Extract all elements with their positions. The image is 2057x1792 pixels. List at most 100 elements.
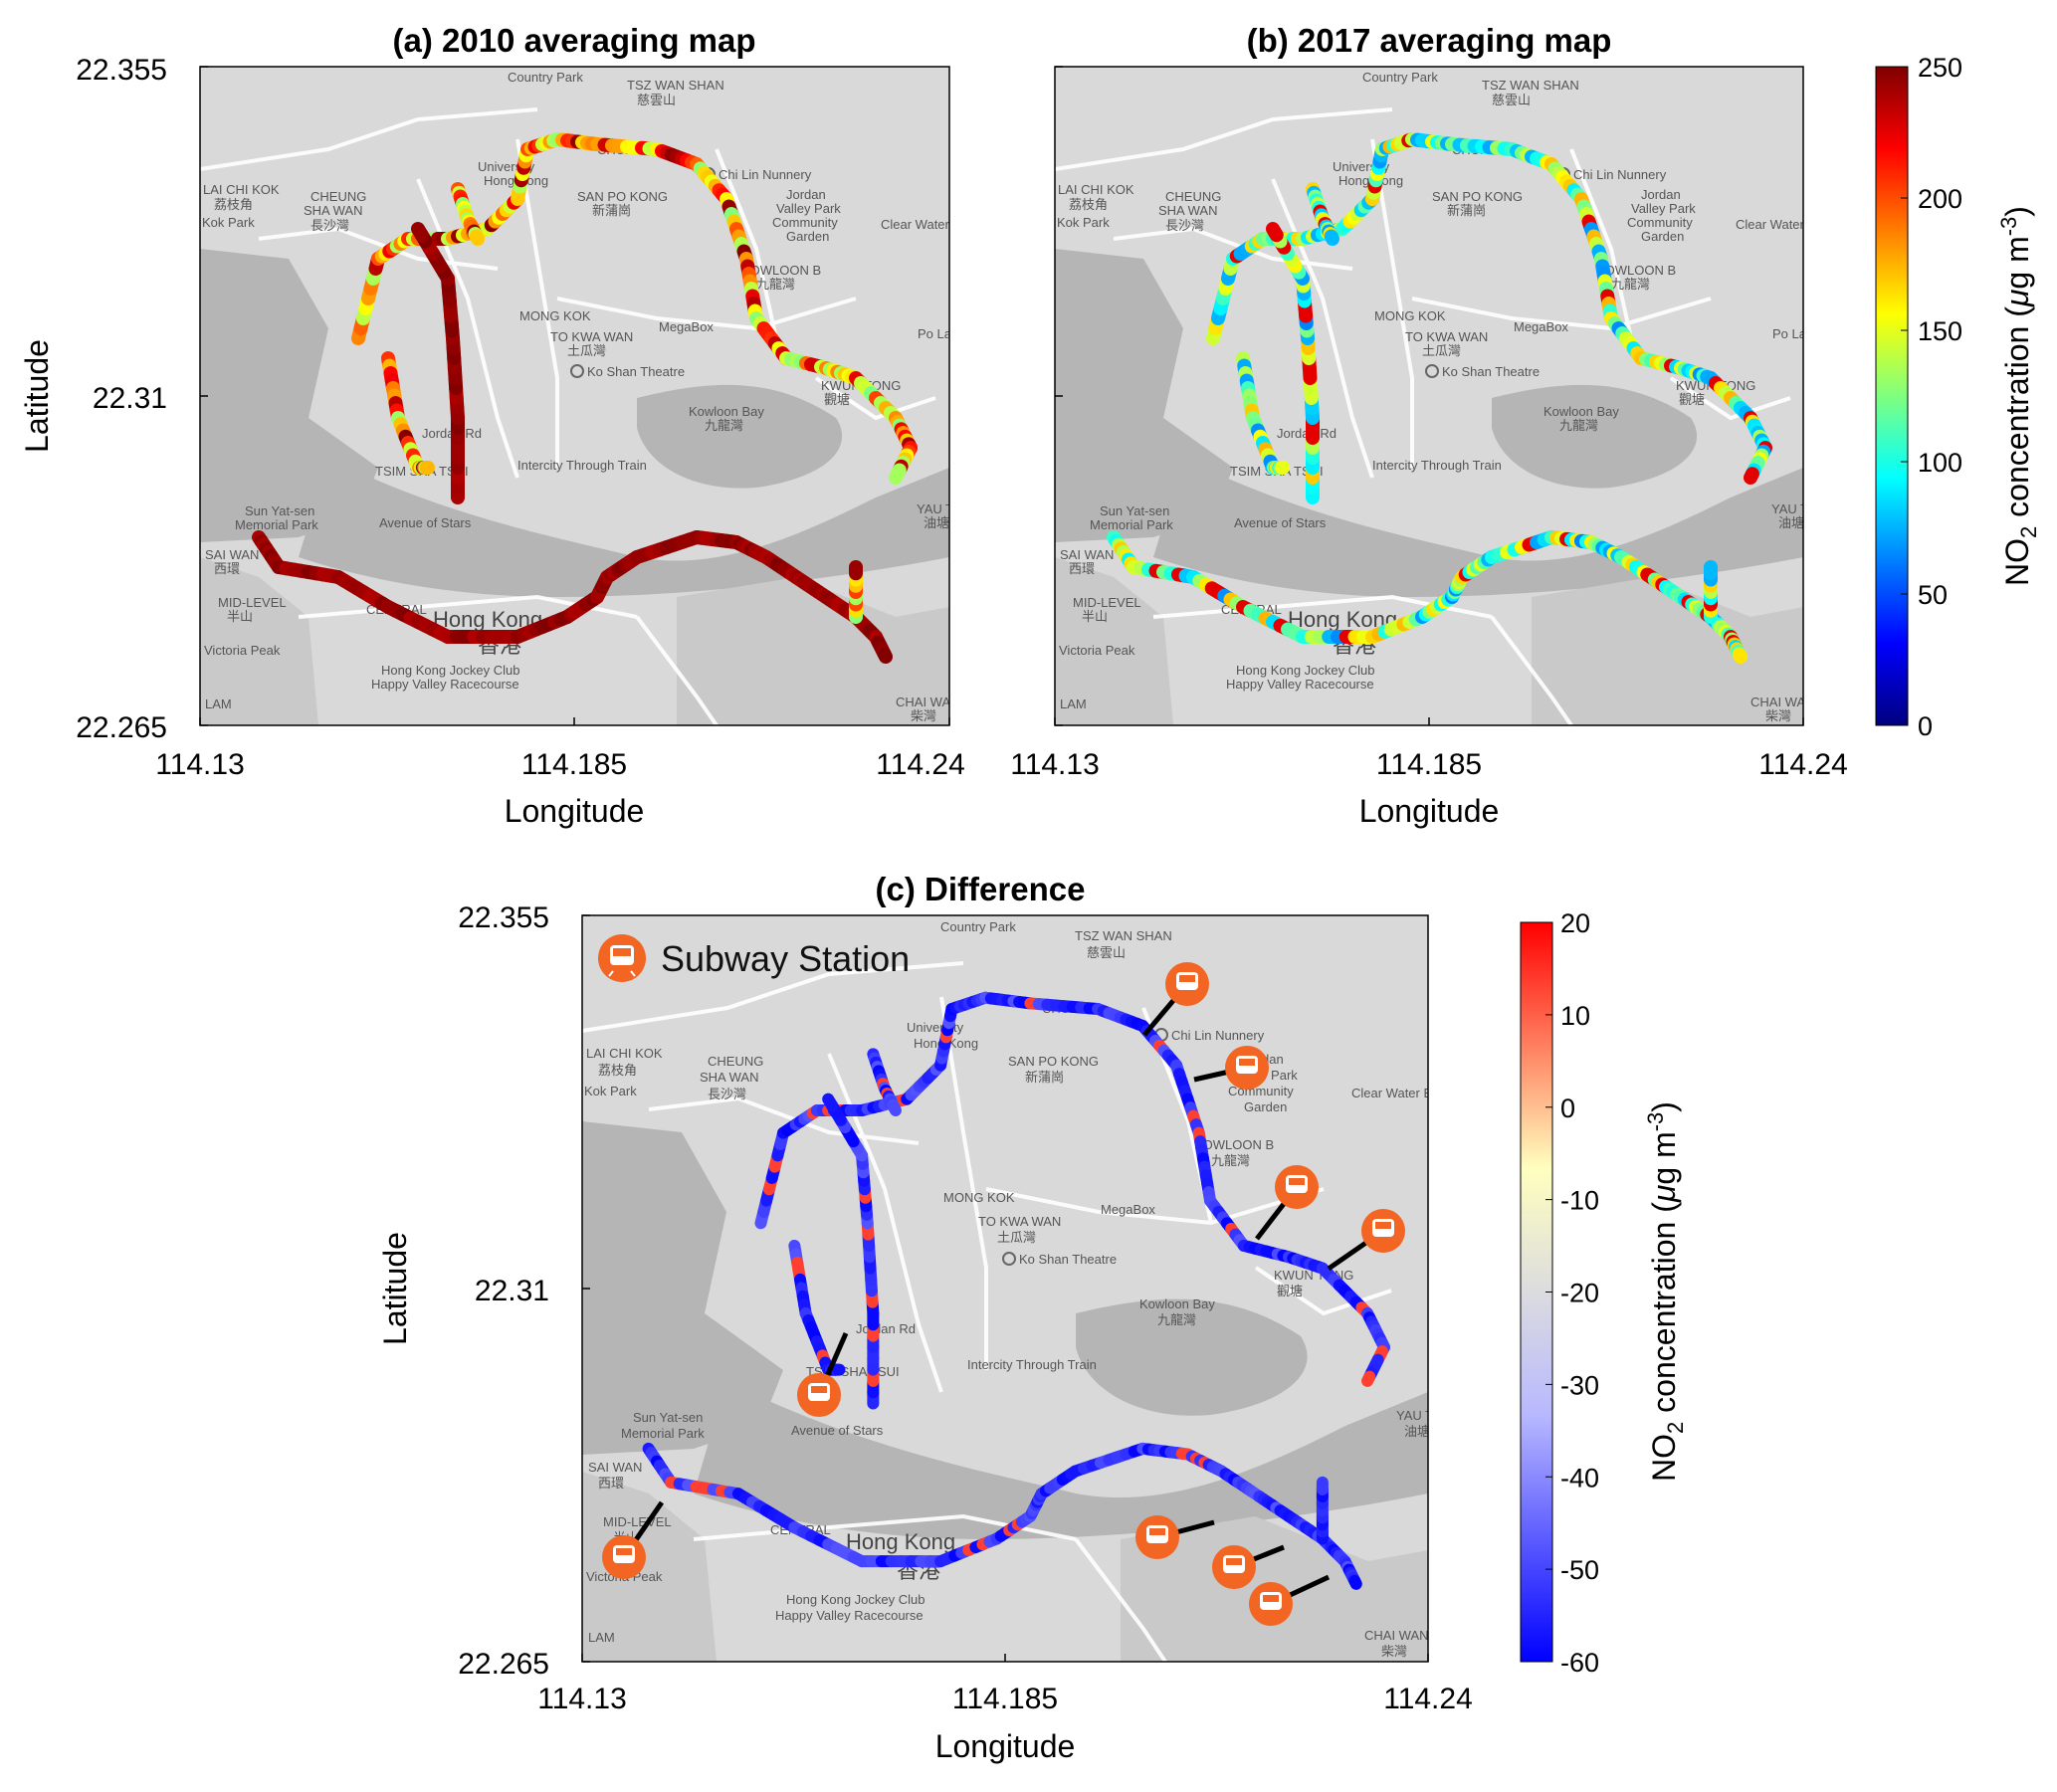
route-segment-343: [1348, 1574, 1362, 1590]
place-intercity: Intercity Through Train: [967, 1357, 1097, 1372]
panel-b: (b) 2017 averaging map Country Park TSZ …: [1010, 22, 1848, 829]
train-window: [1179, 975, 1195, 982]
place-yau-tong-cn: 油塘: [924, 515, 949, 530]
place-sun-yat-sen: Sun Yat-sen: [245, 503, 314, 518]
place-chai-wan-cn: 柴灣: [1381, 1644, 1407, 1659]
place-yau-tong-cn: 油塘: [1778, 515, 1804, 530]
place-mong-kok: MONG KOK: [1374, 308, 1446, 323]
legend-label: Subway Station: [661, 938, 910, 979]
place-lam: LAM: [205, 697, 232, 711]
place-ko-shan: Ko Shan Theatre: [1442, 364, 1540, 379]
colorbar-diff-tick-4: -20: [1560, 1279, 1599, 1308]
place-lai-chi-kok: LAI CHI KOK: [1058, 182, 1134, 197]
place-lai-chi-kok: LAI CHI KOK: [203, 182, 280, 197]
place-hk-jockey: Hong Kong Jockey Club: [1236, 663, 1374, 678]
place-kowloon-bay-w-cn: 九龍灣: [1559, 418, 1598, 433]
place-kowloon-bay: KOWLOON B: [741, 263, 821, 278]
place-avenue-stars: Avenue of Stars: [791, 1423, 884, 1438]
place-jordan: Jordan: [786, 187, 826, 202]
panel-c-xlabel: Longitude: [935, 1728, 1076, 1764]
place-lai-chi-kok-cn: 荔枝角: [1069, 197, 1108, 212]
place-kwun-tong-cn: 觀塘: [1679, 392, 1705, 407]
place-jordan-rd: Jordan Rd: [856, 1321, 916, 1336]
place-megabox: MegaBox: [1101, 1202, 1155, 1217]
route-segment-367: [888, 1101, 902, 1116]
colorbar-diff-ticks: 20 10 0 -10 -20 -30 -40 -50 -60: [1545, 908, 1599, 1678]
place-victoria-peak: Victoria Peak: [204, 643, 281, 658]
hk-island-west: [1055, 557, 1173, 725]
place-mong-kok: MONG KOK: [519, 308, 591, 323]
panel-a-title: (a) 2010 averaging map: [393, 22, 756, 59]
place-po-lam: Po La: [1772, 326, 1807, 341]
place-kowloon-bay-w: Kowloon Bay: [1543, 404, 1619, 419]
place-tsz-wan-shan-cn: 慈雲山: [1492, 93, 1531, 107]
subway-stations: [602, 962, 1405, 1626]
place-to-kwa-wan: TO KWA WAN: [550, 329, 633, 344]
place-happy-valley: Happy Valley Racecourse: [775, 1608, 924, 1623]
place-yau-tong: YAU TONG: [917, 501, 982, 516]
panel-a-xtick-1: 114.185: [521, 748, 627, 781]
place-garden: Garden: [1641, 229, 1684, 244]
place-clear-water: Clear Water B: [881, 217, 961, 232]
route-segment-151: [1361, 1370, 1376, 1387]
place-country-park: Country Park: [940, 919, 1016, 934]
place-mid-level-cn: 半山: [1082, 609, 1108, 624]
place-community: Community: [1627, 215, 1693, 230]
place-po-lam: Po La: [918, 326, 952, 341]
place-san-po-kong-cn: 新蒲崗: [592, 203, 631, 218]
place-chai-wan-cn: 柴灣: [911, 708, 936, 723]
place-chai-wan-cn: 柴灣: [1765, 708, 1791, 723]
place-chai-wan: CHAI WAN: [896, 695, 960, 709]
panel-b-xtick-2: 114.24: [1758, 748, 1848, 781]
panel-c-ytick-1: 22.31: [475, 1275, 549, 1307]
place-chai-wan: CHAI WAN: [1750, 695, 1815, 709]
place-sha-wan: SHA WAN: [304, 203, 362, 218]
place-cheung-sha-wan-cn: 長沙灣: [310, 218, 349, 233]
place-kowloon-bay: KOWLOON B: [1596, 263, 1676, 278]
panel-c-xtick-0: 114.13: [537, 1683, 627, 1715]
place-happy-valley: Happy Valley Racecourse: [1226, 677, 1374, 692]
panel-a-ytick-1: 22.31: [93, 382, 167, 415]
place-victoria-peak: Victoria Peak: [1059, 643, 1135, 658]
place-country-park: Country Park: [1362, 70, 1438, 85]
place-happy-valley: Happy Valley Racecourse: [371, 677, 519, 692]
panel-c-xtick-2: 114.24: [1383, 1683, 1473, 1715]
place-kowloon-bay-w-cn: 九龍灣: [1157, 1312, 1196, 1327]
colorbar-diff-label: NO2 concentration (μg m-3): [1643, 1101, 1688, 1482]
colorbar-top-tick-2: 150: [1918, 316, 1962, 346]
train-window: [613, 948, 631, 956]
place-to-kwa-wan-cn: 土瓜灣: [1422, 343, 1461, 358]
panel-a: (a) 2010 averaging map Country Park TSZ …: [19, 22, 982, 829]
place-chi-lin: Chi Lin Nunnery: [719, 167, 812, 182]
kowloon-bay-water: [1076, 1298, 1308, 1416]
colorbar-diff-tick-2: 0: [1560, 1094, 1575, 1123]
place-kowloon-bay-cn: 九龍灣: [1611, 277, 1650, 292]
panel-b-xtick-1: 114.185: [1376, 748, 1482, 781]
place-sun-yat-sen: Sun Yat-sen: [633, 1410, 703, 1425]
place-kok-park: Kok Park: [202, 215, 255, 230]
theatre-icon: [1425, 364, 1439, 378]
place-kwun-tong-cn: 觀塘: [1277, 1284, 1303, 1298]
place-sha-wan: SHA WAN: [1158, 203, 1217, 218]
place-lai-chi-kok-cn: 荔枝角: [214, 197, 253, 212]
place-intercity: Intercity Through Train: [517, 458, 647, 473]
place-sai-wan: SAI WAN: [588, 1460, 642, 1475]
panel-b-ticks: [1054, 66, 1804, 726]
place-cheung-sha-wan-cn: 長沙灣: [1165, 218, 1204, 233]
place-kowloon-bay-w-cn: 九龍灣: [705, 418, 743, 433]
place-cheung-sha-wan-cn: 長沙灣: [708, 1087, 746, 1101]
colorbar-diff-tick-1: 10: [1560, 1001, 1590, 1031]
place-valley-park: Valley Park: [1631, 201, 1696, 216]
theatre-icon: [1002, 1252, 1016, 1266]
place-kowloon-bay-w: Kowloon Bay: [1139, 1296, 1215, 1311]
panel-a-xtick-2: 114.24: [876, 748, 965, 781]
colorbar-top-tick-5: 0: [1918, 711, 1933, 741]
colorbar-top-ticks: [1901, 66, 1908, 726]
place-to-kwa-wan: TO KWA WAN: [978, 1214, 1061, 1229]
place-sai-wan-cn: 西環: [214, 561, 240, 576]
place-kowloon-bay-cn: 九龍灣: [1211, 1153, 1250, 1168]
place-mong-kok: MONG KOK: [943, 1190, 1015, 1205]
place-country-park: Country Park: [508, 70, 583, 85]
route-segment-343: [1732, 647, 1748, 664]
